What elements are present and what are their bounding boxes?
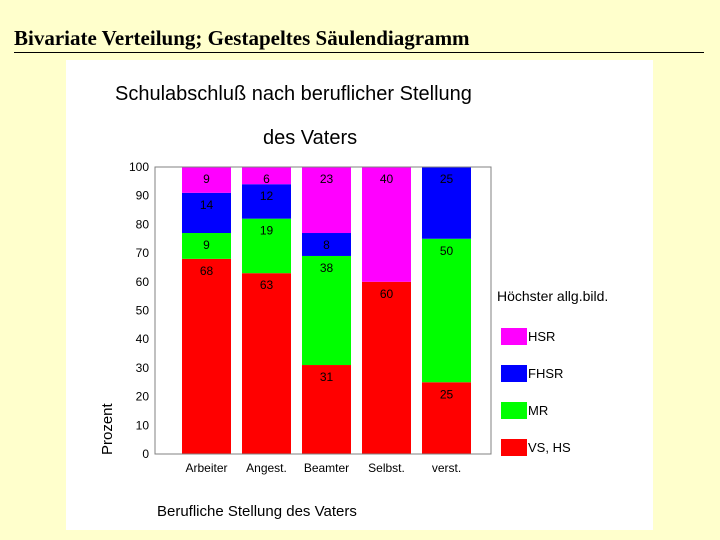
legend-swatch-FHSR [501, 365, 527, 382]
y-tick-label-30: 30 [136, 361, 150, 375]
bar-Angest.-FHSR [242, 184, 291, 219]
x-tick-label-Angest.: Angest. [246, 461, 287, 475]
bar-verst.-VS, HS [422, 382, 471, 454]
chart-panel [66, 60, 653, 530]
data-label-Selbst.-VS, HS: 60 [380, 287, 394, 301]
y-tick-labels: 0 10 20 30 40 50 60 70 80 90 100 [129, 160, 149, 461]
bar-Selbst.-VS, HS [362, 281, 411, 454]
y-tick-label-80: 80 [136, 217, 150, 231]
data-label-Arbeiter-MR: 9 [203, 238, 210, 252]
bar-Beamter-FHSR [302, 233, 351, 256]
legend-label-FHSR: FHSR [528, 366, 563, 381]
data-label-Beamter-VS, HS: 31 [320, 370, 334, 384]
chart-title-line-1: Schulabschluß nach beruflicher Stellung [115, 83, 472, 105]
y-tick-label-10: 10 [136, 418, 150, 432]
y-tick-label-0: 0 [142, 447, 149, 461]
bar-Arbeiter-FHSR [182, 192, 231, 234]
x-tick-label-verst.: verst. [432, 461, 461, 475]
legend-title: Höchster allg.bild. [497, 288, 608, 304]
data-label-Angest.-FHSR: 12 [260, 189, 274, 203]
title-divider [14, 52, 704, 53]
y-tick-label-60: 60 [136, 275, 150, 289]
data-label-Beamter-FHSR: 8 [323, 238, 330, 252]
y-tick-label-90: 90 [136, 189, 150, 203]
data-label-Beamter-MR: 38 [320, 261, 334, 275]
data-label-verst.-VS, HS: 25 [440, 387, 454, 401]
x-tick-label-Arbeiter: Arbeiter [185, 461, 227, 475]
data-label-Arbeiter-FHSR: 14 [200, 198, 214, 212]
y-tick-label-50: 50 [136, 304, 150, 318]
data-label-Arbeiter-HSR: 9 [203, 172, 210, 186]
y-tick-label-40: 40 [136, 332, 150, 346]
data-label-Arbeiter-VS, HS: 68 [200, 264, 214, 278]
bar-Angest.-HSR [242, 167, 291, 185]
legend-swatch-VS, HS [501, 439, 527, 456]
bar-Arbeiter-HSR [182, 167, 231, 193]
data-label-Beamter-HSR: 23 [320, 172, 334, 186]
y-tick-label-20: 20 [136, 390, 150, 404]
legend-label-MR: MR [528, 403, 548, 418]
bar-Angest.-VS, HS [242, 273, 291, 454]
bar-Beamter-HSR [302, 167, 351, 234]
legend: HSR FHSR MR VS, HS [501, 328, 571, 456]
data-label-verst.-MR: 50 [440, 244, 454, 258]
bar-Beamter-MR [302, 255, 351, 366]
x-tick-label-Beamter: Beamter [304, 461, 349, 475]
data-label-verst.-FHSR: 25 [440, 172, 454, 186]
data-label-Angest.-MR: 19 [260, 224, 274, 238]
bar-verst.-FHSR [422, 167, 471, 239]
chart-title-line-2: des Vaters [263, 127, 357, 149]
data-label-Angest.-HSR: 6 [263, 172, 270, 186]
y-axis-label: Prozent [99, 402, 116, 455]
data-label-Selbst.-HSR: 40 [380, 172, 394, 186]
legend-label-VS, HS: VS, HS [528, 440, 571, 455]
bar-Angest.-MR [242, 218, 291, 274]
legend-swatch-MR [501, 402, 527, 419]
x-tick-label-Selbst.: Selbst. [368, 461, 405, 475]
y-tick-label-100: 100 [129, 160, 149, 174]
slide-title: Bivariate Verteilung; Gestapeltes Säulen… [14, 26, 470, 50]
bar-Arbeiter-MR [182, 233, 231, 259]
bar-verst.-MR [422, 238, 471, 383]
data-label-Angest.-VS, HS: 63 [260, 278, 274, 292]
plot-frame [154, 166, 492, 455]
x-tick-labels: Arbeiter Angest. Beamter Selbst. verst. [185, 461, 461, 475]
legend-swatch-HSR [501, 328, 527, 345]
x-axis-label: Berufliche Stellung des Vaters [157, 503, 357, 520]
legend-label-HSR: HSR [528, 329, 555, 344]
bar-Beamter-VS, HS [302, 365, 351, 454]
bar-Selbst.-HSR [362, 167, 411, 282]
y-tick-label-70: 70 [136, 246, 150, 260]
bars: 68 9 14 9 63 19 12 6 31 38 8 23 60 40 25 50 25 [182, 167, 471, 454]
bar-Arbeiter-VS, HS [182, 258, 231, 454]
